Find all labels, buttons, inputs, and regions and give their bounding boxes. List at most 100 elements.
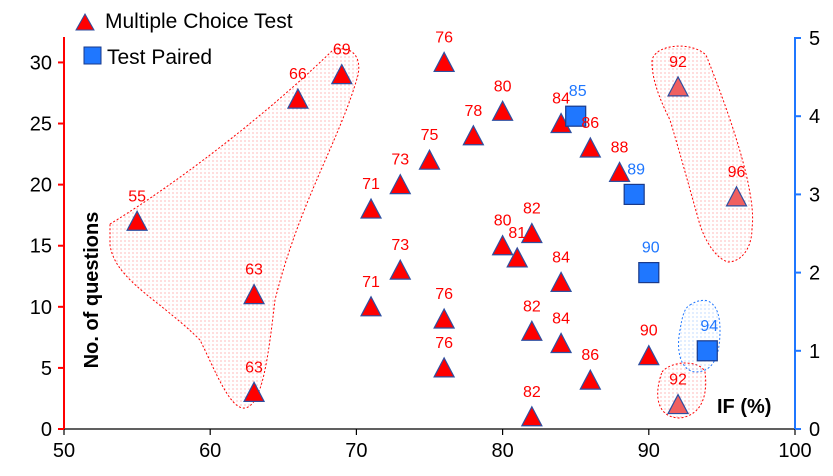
triangle-marker: [520, 319, 543, 341]
right-y-tick-label: 5: [809, 28, 820, 50]
triangle-value-label: 71: [362, 176, 380, 193]
triangle-marker: [433, 307, 456, 329]
right-y-tick-label: 3: [809, 184, 820, 206]
triangle-marker: [433, 51, 456, 73]
triangle-marker: [491, 100, 514, 121]
triangle-marker: [286, 87, 309, 109]
triangle-marker: [389, 173, 412, 195]
right-y-tick-label: 0: [809, 419, 820, 441]
triangle-value-label: 84: [552, 310, 570, 327]
triangle-value-label: 69: [333, 42, 351, 59]
left-y-tick-label: 0: [41, 419, 52, 441]
square-value-label: 85: [569, 83, 587, 100]
region-92-bottom: [657, 362, 707, 419]
triangle-value-label: 86: [581, 115, 599, 132]
triangle-value-label: 78: [464, 103, 482, 120]
legend-label-multiple-choice: Multiple Choice Test: [105, 10, 293, 33]
triangle-value-label: 75: [421, 127, 439, 144]
x-tick-label: 100: [778, 440, 811, 462]
triangle-marker: [462, 124, 485, 146]
triangle-value-label: 80: [494, 78, 512, 95]
square-marker: [565, 105, 587, 127]
triangle-marker: [520, 222, 543, 244]
triangle-value-label: 71: [362, 274, 380, 291]
triangle-value-label: 66: [289, 66, 307, 83]
triangle-value-label: 55: [128, 188, 146, 205]
x-axis-title: IF (%): [717, 396, 771, 418]
triangle-value-label: 63: [245, 359, 263, 376]
triangle-marker: [418, 148, 441, 170]
left-y-tick-label: 20: [30, 175, 52, 197]
triangle-marker: [579, 136, 602, 158]
data-marks: [126, 51, 748, 427]
x-tick-label: 70: [345, 440, 367, 462]
triangle-value-label: 84: [552, 249, 570, 266]
triangle-value-label: 86: [581, 347, 599, 364]
triangle-marker: [360, 295, 383, 317]
triangle-marker: [667, 75, 690, 97]
triangle-marker: [637, 344, 660, 366]
square-value-label: 94: [700, 318, 718, 335]
y-axis-title: No. of questions: [81, 212, 103, 369]
triangle-value-label: 73: [391, 152, 409, 169]
x-tick-label: 80: [491, 440, 513, 462]
triangle-value-label: 73: [391, 237, 409, 254]
triangle-marker: [520, 405, 543, 427]
triangle-marker: [389, 258, 412, 280]
triangle-marker: [126, 209, 149, 231]
triangle-value-label: 80: [494, 213, 512, 230]
region-high-if: [651, 45, 754, 263]
triangle-marker: [667, 393, 690, 415]
square-marker: [696, 340, 718, 362]
right-y-tick-label: 1: [809, 341, 820, 363]
left-y-tick-label: 5: [41, 358, 52, 380]
triangle-value-label: 76: [435, 335, 453, 352]
square-value-label: 90: [642, 240, 660, 257]
triangle-value-label: 82: [523, 384, 541, 401]
triangle-value-label: 81: [508, 225, 526, 242]
triangle-marker: [725, 185, 748, 207]
data-labels: 5563636669717173737576767678808081828282…: [128, 29, 745, 400]
legend-triangle-marker: [75, 12, 95, 31]
left-y-tick-label: 10: [30, 297, 52, 319]
triangle-marker: [550, 271, 573, 292]
triangle-marker: [506, 246, 529, 268]
legend-square-marker: [83, 46, 102, 65]
triangle-marker: [243, 381, 266, 402]
triangle-value-label: 88: [611, 139, 629, 156]
left-y-tick-label: 25: [30, 114, 52, 136]
triangle-marker: [550, 332, 573, 354]
x-tick-label: 50: [53, 440, 75, 462]
square-marker: [638, 262, 660, 284]
legend: Multiple Choice Test Test Paired: [75, 10, 293, 69]
triangle-value-label: 96: [728, 164, 746, 181]
triangle-value-label: 84: [552, 91, 570, 108]
triangle-marker: [360, 197, 383, 219]
triangle-marker: [243, 283, 266, 305]
triangle-value-label: 92: [669, 54, 687, 71]
triangle-value-label: 82: [523, 298, 541, 315]
triangle-marker: [330, 63, 353, 85]
square-value-label: 89: [627, 161, 645, 178]
square-marker: [623, 183, 645, 205]
triangle-value-label: 90: [640, 323, 658, 340]
triangle-value-label: 76: [435, 29, 453, 46]
x-tick-label: 60: [199, 440, 221, 462]
right-y-tick-label: 2: [809, 263, 820, 285]
left-y-tick-label: 30: [30, 52, 52, 74]
right-y-tick-label: 4: [809, 106, 820, 128]
triangle-marker: [491, 234, 514, 256]
x-tick-label: 90: [638, 440, 660, 462]
legend-label-test-paired: Test Paired: [107, 46, 212, 69]
triangle-marker: [433, 356, 456, 378]
triangle-marker: [608, 161, 631, 183]
triangle-value-label: 76: [435, 286, 453, 303]
region-low-if: [109, 48, 360, 409]
left-y-tick-label: 15: [30, 236, 52, 258]
triangle-value-label: 63: [245, 262, 263, 279]
triangle-value-label: 82: [523, 201, 541, 218]
triangle-value-label: 92: [669, 372, 687, 389]
triangle-marker: [579, 368, 602, 390]
